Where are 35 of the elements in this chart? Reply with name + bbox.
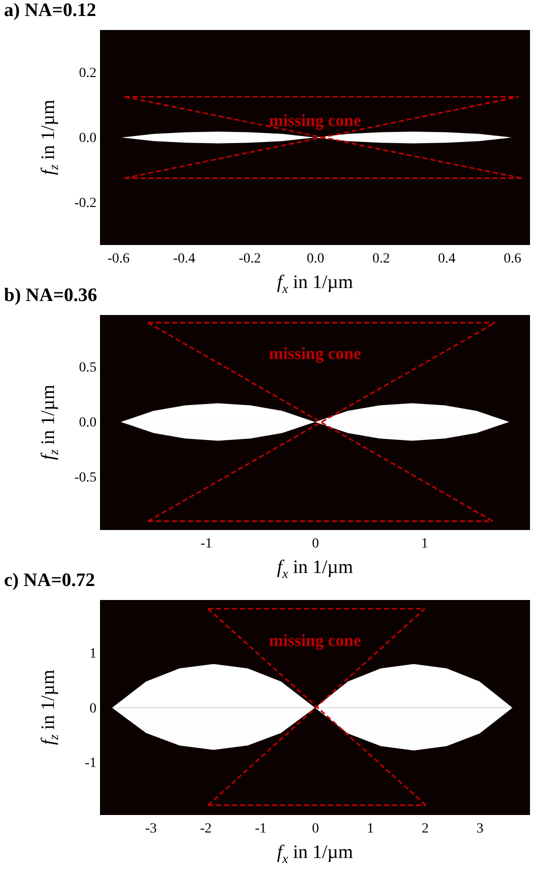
x-tick-label: -0.4 — [173, 252, 196, 266]
x-axis-title: f$_{x}$ in 1/µm — [276, 557, 354, 582]
annotation: missing cone — [268, 111, 362, 131]
x-tick-label: 0.6 — [504, 252, 522, 266]
chart-title: a) NA=0.12 — [4, 0, 96, 22]
y-tick-label: -0.2 — [74, 196, 96, 212]
chart-title: c) NA=0.72 — [4, 570, 96, 592]
x-tick-label: 3 — [476, 822, 484, 836]
y-tick-label: 0.2 — [79, 66, 96, 81]
x-axis-title: f$_{x}$ in 1/µm — [276, 842, 354, 867]
annotation: missing cone — [268, 631, 362, 651]
y-tick-label: 0.0 — [79, 415, 96, 430]
x-tick-label: -0.2 — [238, 252, 261, 266]
x-tick-label: 1 — [421, 536, 428, 552]
x-tick-label: -3 — [145, 822, 157, 836]
x-tick-label: -1 — [200, 536, 212, 552]
annotation: missing cone — [268, 344, 362, 364]
x-tick-label: -1 — [254, 822, 266, 836]
y-tick-label: -0.5 — [74, 470, 96, 486]
y-tick-label: 0.5 — [79, 360, 96, 376]
x-tick-label: -2 — [200, 822, 212, 836]
x-tick-label: 2 — [422, 822, 429, 836]
chart-title: b) NA=0.36 — [4, 285, 98, 307]
x-tick-label: 0 — [312, 536, 319, 552]
y-tick-label: 0 — [90, 701, 96, 716]
x-tick-label: 0.4 — [438, 252, 456, 266]
x-tick-label: 0.0 — [306, 252, 324, 266]
x-tick-label: -0.6 — [107, 252, 130, 266]
x-tick-label: 1 — [366, 822, 374, 836]
y-tick-label: 0.0 — [79, 131, 96, 146]
x-tick-label: 0 — [312, 822, 319, 836]
x-axis-title: f$_{x}$ in 1/µm — [276, 272, 354, 297]
x-tick-label: 0.2 — [372, 252, 390, 266]
y-tick-label: 1 — [90, 646, 96, 662]
y-tick-label: -1 — [84, 756, 96, 771]
